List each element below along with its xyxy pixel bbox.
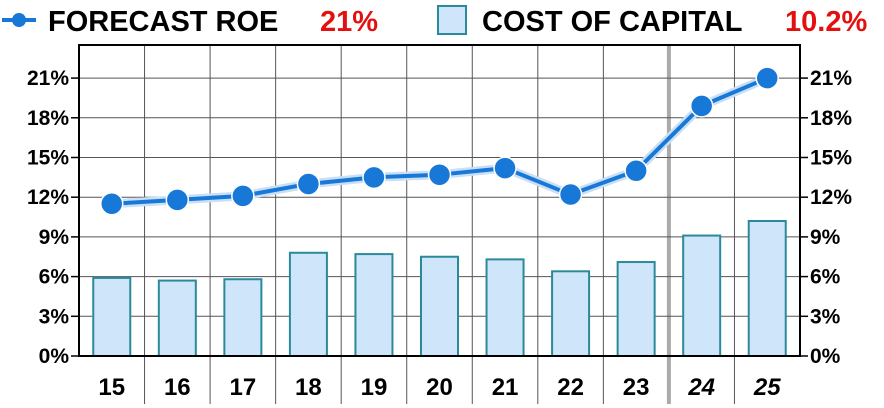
- legend: FORECAST ROE 21% COST OF CAPITAL 10.2%: [2, 5, 867, 38]
- cost-of-capital-bar: [485, 258, 525, 357]
- plot-frame: [78, 44, 801, 357]
- x-tick-label: 24: [687, 374, 715, 401]
- legend-coc-value: 10.2%: [785, 6, 867, 38]
- legend-roe-icon: [2, 13, 36, 27]
- roe-point: [755, 66, 779, 90]
- y-tick-label-right: 6%: [810, 266, 841, 289]
- cost-of-capital-bar: [420, 255, 459, 358]
- y-tick-label-left: 9%: [39, 226, 70, 249]
- cost-of-capital-bar: [616, 261, 656, 357]
- roe-point: [558, 182, 583, 207]
- y-tick-label-left: 21%: [27, 67, 69, 90]
- roe-point: [165, 188, 190, 212]
- y-tick-label-left: 18%: [27, 107, 69, 130]
- x-tick-label: 19: [361, 374, 388, 401]
- legend-roe-label: FORECAST ROE: [48, 6, 278, 38]
- x-tick-label: 25: [753, 374, 781, 401]
- y-tick-label-right: 15%: [810, 146, 852, 169]
- roe-point: [624, 158, 648, 183]
- y-tick-label-right: 3%: [810, 305, 841, 328]
- roe-point: [689, 94, 714, 118]
- y-tick-label-left: 0%: [39, 345, 70, 368]
- x-tick-label: 23: [623, 374, 650, 401]
- roe-point: [362, 165, 386, 190]
- x-tick-label: 22: [557, 374, 584, 401]
- x-tick-label: 20: [426, 374, 453, 401]
- y-tick-label-right: 12%: [810, 186, 852, 209]
- x-tick-label: 17: [230, 374, 257, 401]
- y-tick-label-left: 12%: [27, 186, 69, 209]
- x-tick-label: 16: [164, 374, 191, 401]
- cost-of-capital-bar: [288, 251, 328, 358]
- y-tick-label-right: 0%: [810, 345, 841, 368]
- cost-of-capital-bar: [92, 276, 132, 358]
- roe-point: [427, 162, 452, 187]
- legend-roe-value: 21%: [320, 6, 378, 38]
- cost-of-capital-bar: [551, 270, 591, 357]
- x-tick-label: 15: [98, 374, 125, 401]
- x-tick-label: 21: [492, 374, 519, 401]
- y-tick-label-right: 21%: [810, 67, 852, 90]
- legend-coc-icon: [437, 5, 467, 35]
- y-tick-label-right: 9%: [810, 226, 841, 249]
- cost-of-capital-bar: [223, 278, 263, 357]
- legend-coc-label: COST OF CAPITAL: [482, 6, 742, 38]
- cost-of-capital-bar: [157, 279, 197, 357]
- y-tick-label-left: 6%: [39, 266, 70, 289]
- x-tick-label: 18: [295, 374, 322, 401]
- roe-point: [296, 172, 321, 196]
- roe-point: [231, 184, 255, 208]
- cost-of-capital-bar: [354, 253, 394, 357]
- roe-point: [493, 156, 517, 180]
- cost-of-capital-bar: [682, 234, 722, 357]
- plot-area: 0% 0% 3% 3% 6% 6% 9% 9% 12% 12% 15% 15% 18% 18% 21% 21%…: [27, 44, 852, 404]
- cost-of-capital-bar: [747, 220, 787, 357]
- y-tick-label-left: 15%: [27, 146, 69, 169]
- roe-point: [100, 192, 124, 216]
- y-tick-label-left: 3%: [39, 305, 70, 328]
- y-tick-label-right: 18%: [810, 107, 852, 130]
